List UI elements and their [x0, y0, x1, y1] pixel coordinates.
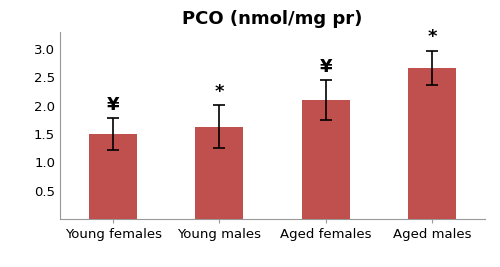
- Bar: [302, 100, 350, 219]
- Bar: [196, 127, 244, 219]
- Text: ¥: ¥: [320, 58, 332, 76]
- Text: ¥: ¥: [107, 96, 120, 113]
- Title: PCO (nmol/mg pr): PCO (nmol/mg pr): [182, 10, 362, 28]
- Text: *: *: [427, 28, 436, 46]
- Bar: [408, 68, 456, 219]
- Bar: [89, 134, 137, 219]
- Text: *: *: [214, 83, 224, 101]
